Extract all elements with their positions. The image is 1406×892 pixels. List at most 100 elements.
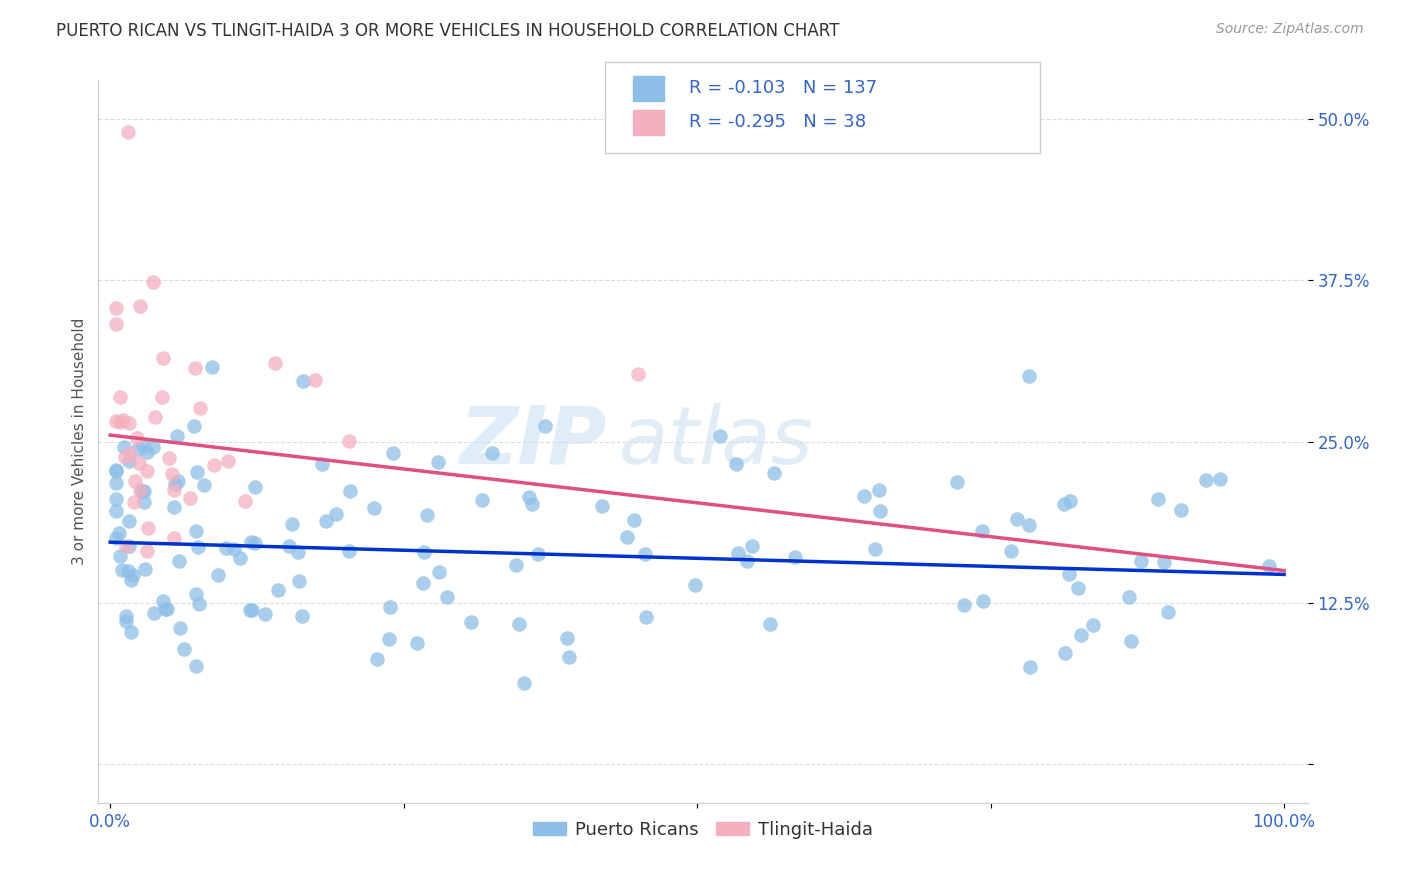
Point [202,458,225,472]
Point [184,658,207,673]
Point [136,444,159,458]
Point [117,416,139,430]
Point [105,463,128,477]
Point [173,642,195,657]
Point [125,431,148,445]
Point [869,504,891,518]
Point [152,594,174,608]
Point [1019,660,1042,674]
Point [634,547,657,561]
Point [156,602,179,616]
Point [105,531,128,545]
Point [415,508,437,523]
Point [207,568,229,582]
Point [105,414,128,428]
Point [120,574,142,588]
Point [179,491,201,505]
Point [201,360,224,375]
Point [105,491,128,506]
Point [138,521,160,535]
Point [339,484,361,499]
Point [105,317,128,331]
Point [865,542,887,557]
Point [709,429,731,443]
Point [267,583,290,598]
Point [1170,503,1192,517]
Point [264,356,287,370]
Point [557,650,579,665]
Point [724,457,747,471]
Point [508,617,530,632]
Point [287,545,309,559]
Point [741,539,763,553]
Point [105,464,128,478]
Point [162,483,184,497]
Point [163,500,186,514]
Point [142,276,165,290]
Point [363,501,385,516]
Text: R = -0.103   N = 137: R = -0.103 N = 137 [689,79,877,97]
Point [105,475,128,490]
Point [288,574,311,588]
Point [240,603,263,617]
Point [412,575,434,590]
Text: R = -0.295   N = 38: R = -0.295 N = 38 [689,113,866,131]
Point [953,598,976,612]
Point [427,454,450,468]
Point [108,525,131,540]
Point [481,446,503,460]
Point [108,549,131,564]
Point [117,564,139,578]
Point [616,530,638,544]
Point [118,539,141,553]
Point [114,450,136,464]
Point [852,489,875,503]
Point [105,301,128,315]
Point [134,484,156,499]
Point [254,607,277,621]
Point [134,562,156,576]
Point [222,542,245,557]
Point [111,413,134,427]
Point [115,539,138,553]
Point [157,450,180,465]
Point [118,454,141,468]
Point [1121,634,1143,648]
Point [1059,566,1081,581]
Point [127,442,149,456]
Point [1054,646,1077,660]
Point [217,454,239,468]
Point [184,524,207,538]
Point [186,465,208,479]
Point [240,535,263,549]
Point [1018,368,1040,383]
Point [115,608,138,623]
Point [1052,497,1074,511]
Point [243,480,266,494]
Point [188,597,211,611]
Point [167,474,190,488]
Point [1157,605,1180,619]
Point [105,504,128,518]
Point [184,361,207,376]
Point [315,514,337,528]
Point [555,631,578,645]
Point [121,568,143,582]
Point [128,457,150,471]
Text: PUERTO RICAN VS TLINGIT-HAIDA 3 OR MORE VEHICLES IN HOUSEHOLD CORRELATION CHART: PUERTO RICAN VS TLINGIT-HAIDA 3 OR MORE … [56,22,839,40]
Point [129,483,152,497]
Point [520,497,543,511]
Point [1067,582,1090,596]
Point [163,477,186,491]
Point [136,544,159,558]
Legend: Puerto Ricans, Tlingit-Haida: Puerto Ricans, Tlingit-Haida [526,814,880,846]
Point [118,446,141,460]
Point [1129,553,1152,567]
Point [150,390,173,404]
Point [627,367,650,381]
Point [167,554,190,568]
Point [186,587,208,601]
Point [763,466,786,480]
Point [337,543,360,558]
Point [727,546,749,560]
